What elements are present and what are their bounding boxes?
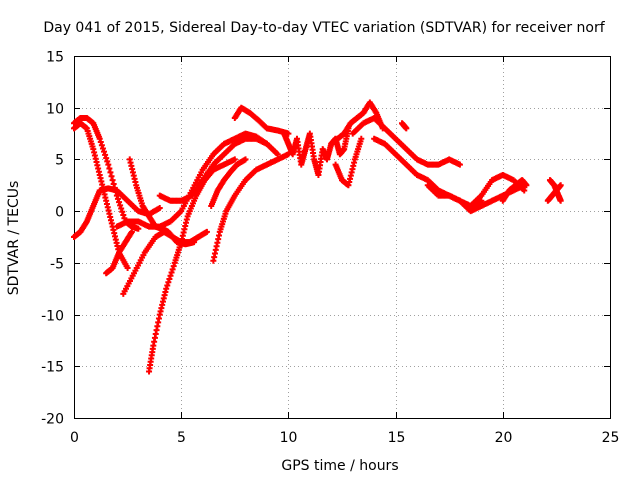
data-point	[156, 205, 163, 212]
data-point	[170, 263, 177, 270]
data-point	[97, 138, 104, 145]
data-point	[135, 225, 142, 232]
series-arc-5	[120, 228, 210, 297]
tick-labels: 0 5 10 15 20 25 -20 -15 -10 -5 0 5 10 15	[41, 50, 619, 447]
data-point	[107, 169, 114, 176]
data-point	[98, 142, 105, 149]
series-arc-12	[231, 104, 292, 137]
series-arc-11	[208, 156, 249, 209]
series-arc-1	[71, 115, 142, 232]
y-tick-label: -15	[41, 360, 64, 376]
x-tick-label: 5	[177, 430, 186, 446]
data-point	[103, 155, 110, 162]
data-point	[101, 148, 108, 155]
x-axis-label: GPS time / hours	[281, 458, 398, 474]
grid	[74, 56, 610, 418]
data-markers	[71, 99, 564, 375]
x-tick-label: 15	[388, 430, 406, 446]
data-point	[120, 212, 127, 219]
data-point	[109, 177, 116, 184]
data-point	[167, 272, 174, 279]
data-point	[523, 182, 530, 189]
y-tick-label: 10	[46, 102, 64, 118]
data-point	[274, 151, 281, 158]
data-point	[521, 187, 528, 194]
data-point	[117, 202, 124, 209]
series-arc-15	[332, 135, 365, 189]
data-point	[557, 182, 564, 189]
data-point	[242, 156, 249, 163]
data-point	[116, 199, 123, 206]
series-arc-23	[546, 177, 564, 204]
data-point	[104, 158, 111, 165]
y-tick-label: -20	[41, 412, 64, 428]
data-point	[128, 228, 135, 235]
data-point	[124, 265, 131, 272]
series-arc-17	[371, 135, 485, 209]
series-arc-9	[156, 135, 281, 204]
data-point	[163, 285, 170, 292]
data-point	[96, 135, 103, 142]
y-tick-label: -5	[50, 257, 64, 273]
y-axis-label: SDTVAR / TECUs	[6, 181, 22, 296]
y-tick-label: -10	[41, 309, 64, 325]
data-point	[110, 180, 117, 187]
data-point	[114, 195, 121, 202]
data-point	[191, 239, 198, 246]
series-arc-2	[71, 120, 131, 272]
series-arc-13	[281, 125, 352, 178]
data-point	[557, 197, 564, 204]
x-tick-label: 20	[495, 430, 513, 446]
chart-title: Day 041 of 2015, Sidereal Day-to-day VTE…	[43, 20, 605, 36]
data-point	[456, 161, 463, 168]
y-tick-label: 0	[55, 205, 64, 221]
data-point	[99, 145, 106, 152]
data-point	[231, 156, 238, 163]
x-tick-label: 0	[70, 430, 79, 446]
data-point	[165, 279, 172, 286]
x-tick-label: 25	[602, 430, 620, 446]
data-point	[166, 276, 173, 283]
data-point	[164, 282, 171, 289]
data-point	[118, 205, 125, 212]
x-tick-label: 10	[280, 430, 298, 446]
data-point	[168, 269, 175, 276]
y-tick-label: 15	[46, 50, 64, 66]
data-point	[403, 125, 410, 132]
series-arc-4	[103, 228, 135, 277]
tick-marks	[74, 56, 611, 419]
data-point	[102, 151, 109, 158]
data-point	[203, 228, 210, 235]
series-arc-16	[349, 115, 463, 168]
data-point	[108, 173, 115, 180]
data-point	[358, 135, 365, 142]
series-arc-3	[71, 185, 163, 240]
data-point	[105, 161, 112, 168]
data-point	[106, 165, 113, 172]
series-arc-18	[399, 120, 410, 132]
series-arc-10	[210, 151, 292, 264]
data-point	[119, 208, 126, 215]
data-point	[169, 266, 176, 273]
series-arc-21	[499, 177, 530, 204]
y-tick-label: 5	[55, 153, 64, 169]
